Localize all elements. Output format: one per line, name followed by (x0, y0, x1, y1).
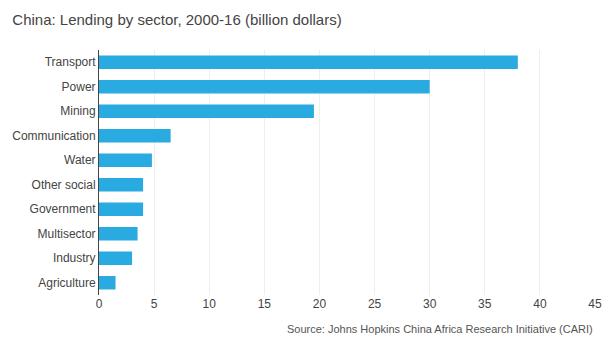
svg-text:China: Lending by sector, 2000: China: Lending by sector, 2000-16 (billi… (12, 11, 341, 28)
svg-text:45: 45 (588, 297, 602, 311)
svg-text:15: 15 (258, 297, 272, 311)
svg-text:Other social: Other social (32, 178, 96, 192)
svg-text:Mining: Mining (60, 104, 95, 118)
svg-text:10: 10 (203, 297, 217, 311)
svg-text:Power: Power (62, 80, 96, 94)
svg-text:Multisector: Multisector (38, 227, 96, 241)
svg-text:5: 5 (151, 297, 158, 311)
svg-text:25: 25 (368, 297, 382, 311)
svg-text:Water: Water (64, 153, 96, 167)
svg-text:Agriculture: Agriculture (38, 276, 96, 290)
svg-text:30: 30 (423, 297, 437, 311)
svg-text:35: 35 (478, 297, 492, 311)
svg-text:20: 20 (313, 297, 327, 311)
svg-text:40: 40 (533, 297, 547, 311)
svg-text:Source: Johns Hopkins China Af: Source: Johns Hopkins China Africa Resea… (287, 323, 593, 335)
svg-text:Transport: Transport (45, 55, 97, 69)
svg-text:0: 0 (96, 297, 103, 311)
svg-text:Government: Government (30, 202, 97, 216)
svg-text:Communication: Communication (12, 129, 95, 143)
svg-text:Industry: Industry (53, 251, 96, 265)
